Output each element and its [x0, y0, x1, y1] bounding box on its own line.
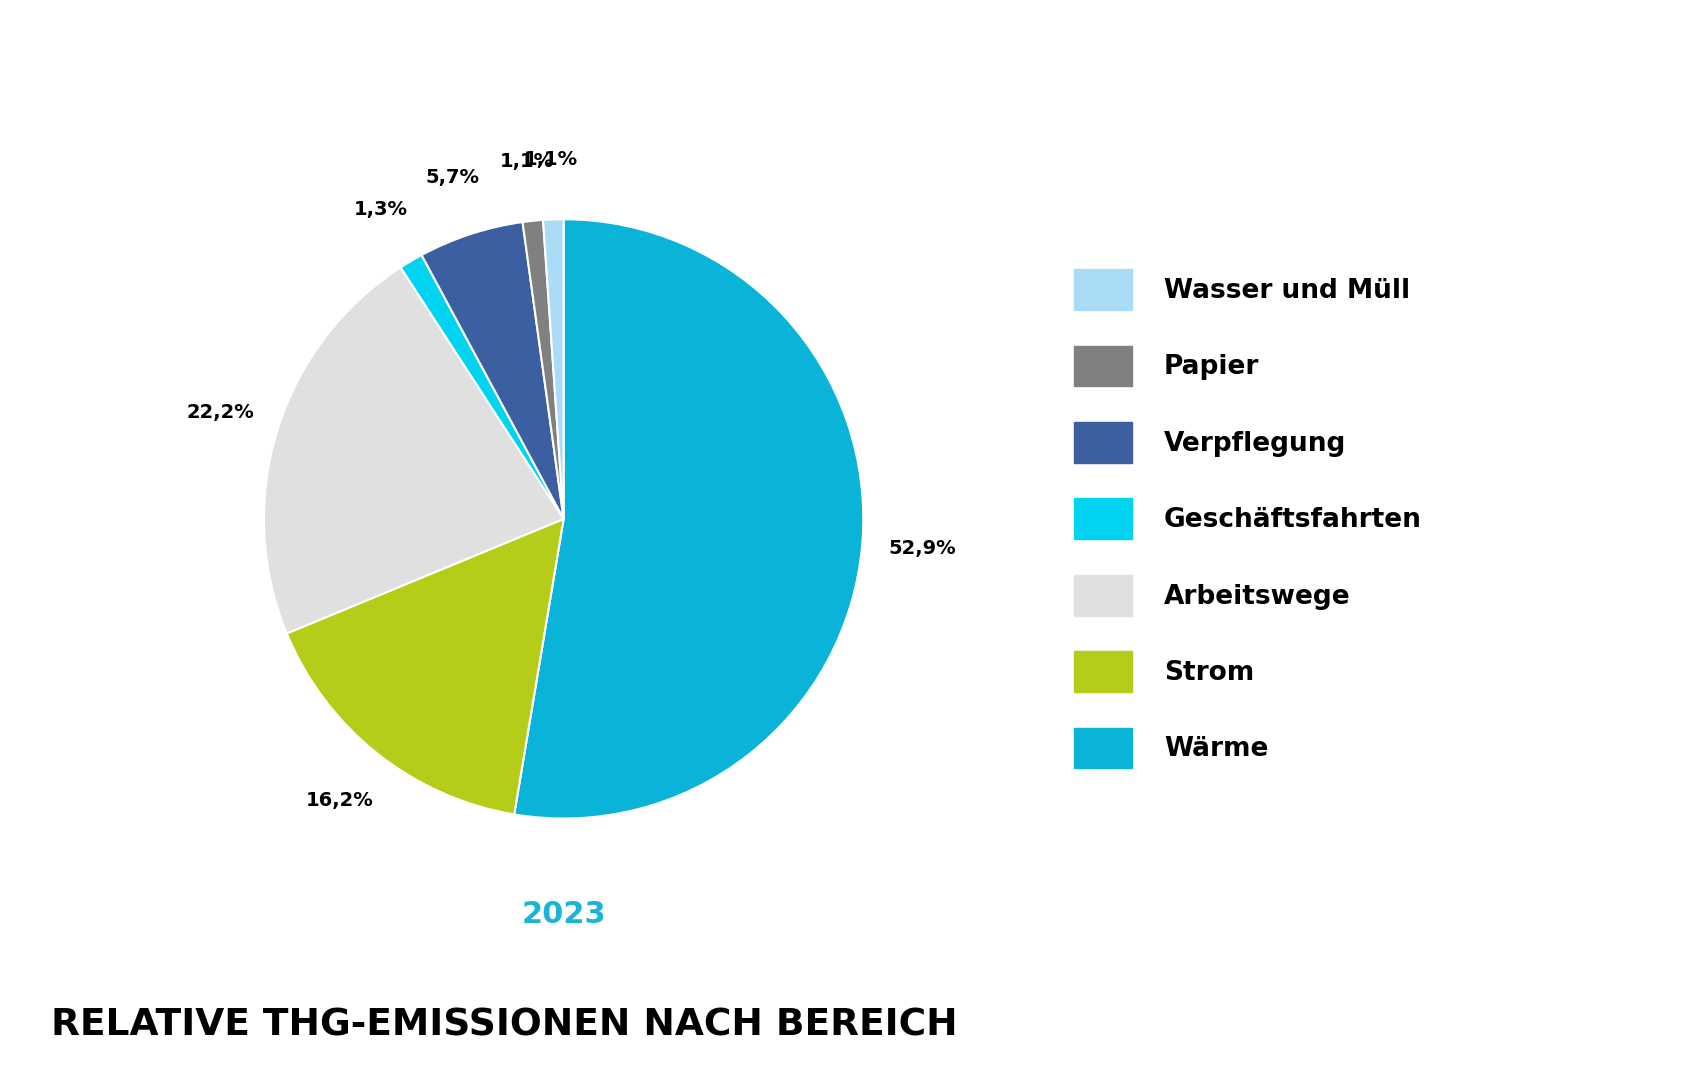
Wedge shape: [287, 519, 563, 814]
Text: 2023: 2023: [521, 899, 606, 929]
Legend: Wasser und Müll, Papier, Verpflegung, Geschäftsfahrten, Arbeitswege, Strom, Wärm: Wasser und Müll, Papier, Verpflegung, Ge…: [1063, 258, 1432, 779]
Text: 1,1%: 1,1%: [498, 151, 553, 171]
Text: 16,2%: 16,2%: [306, 791, 374, 810]
Text: 52,9%: 52,9%: [888, 539, 956, 558]
Wedge shape: [514, 219, 862, 818]
Wedge shape: [422, 222, 563, 519]
Text: 5,7%: 5,7%: [425, 168, 478, 187]
Wedge shape: [401, 255, 563, 519]
Wedge shape: [265, 267, 563, 633]
Text: 22,2%: 22,2%: [186, 402, 254, 422]
Text: 1,3%: 1,3%: [353, 200, 408, 219]
Wedge shape: [522, 219, 563, 519]
Text: 1,1%: 1,1%: [524, 150, 579, 169]
Text: RELATIVE THG-EMISSIONEN NACH BEREICH: RELATIVE THG-EMISSIONEN NACH BEREICH: [51, 1007, 958, 1043]
Wedge shape: [543, 219, 563, 519]
